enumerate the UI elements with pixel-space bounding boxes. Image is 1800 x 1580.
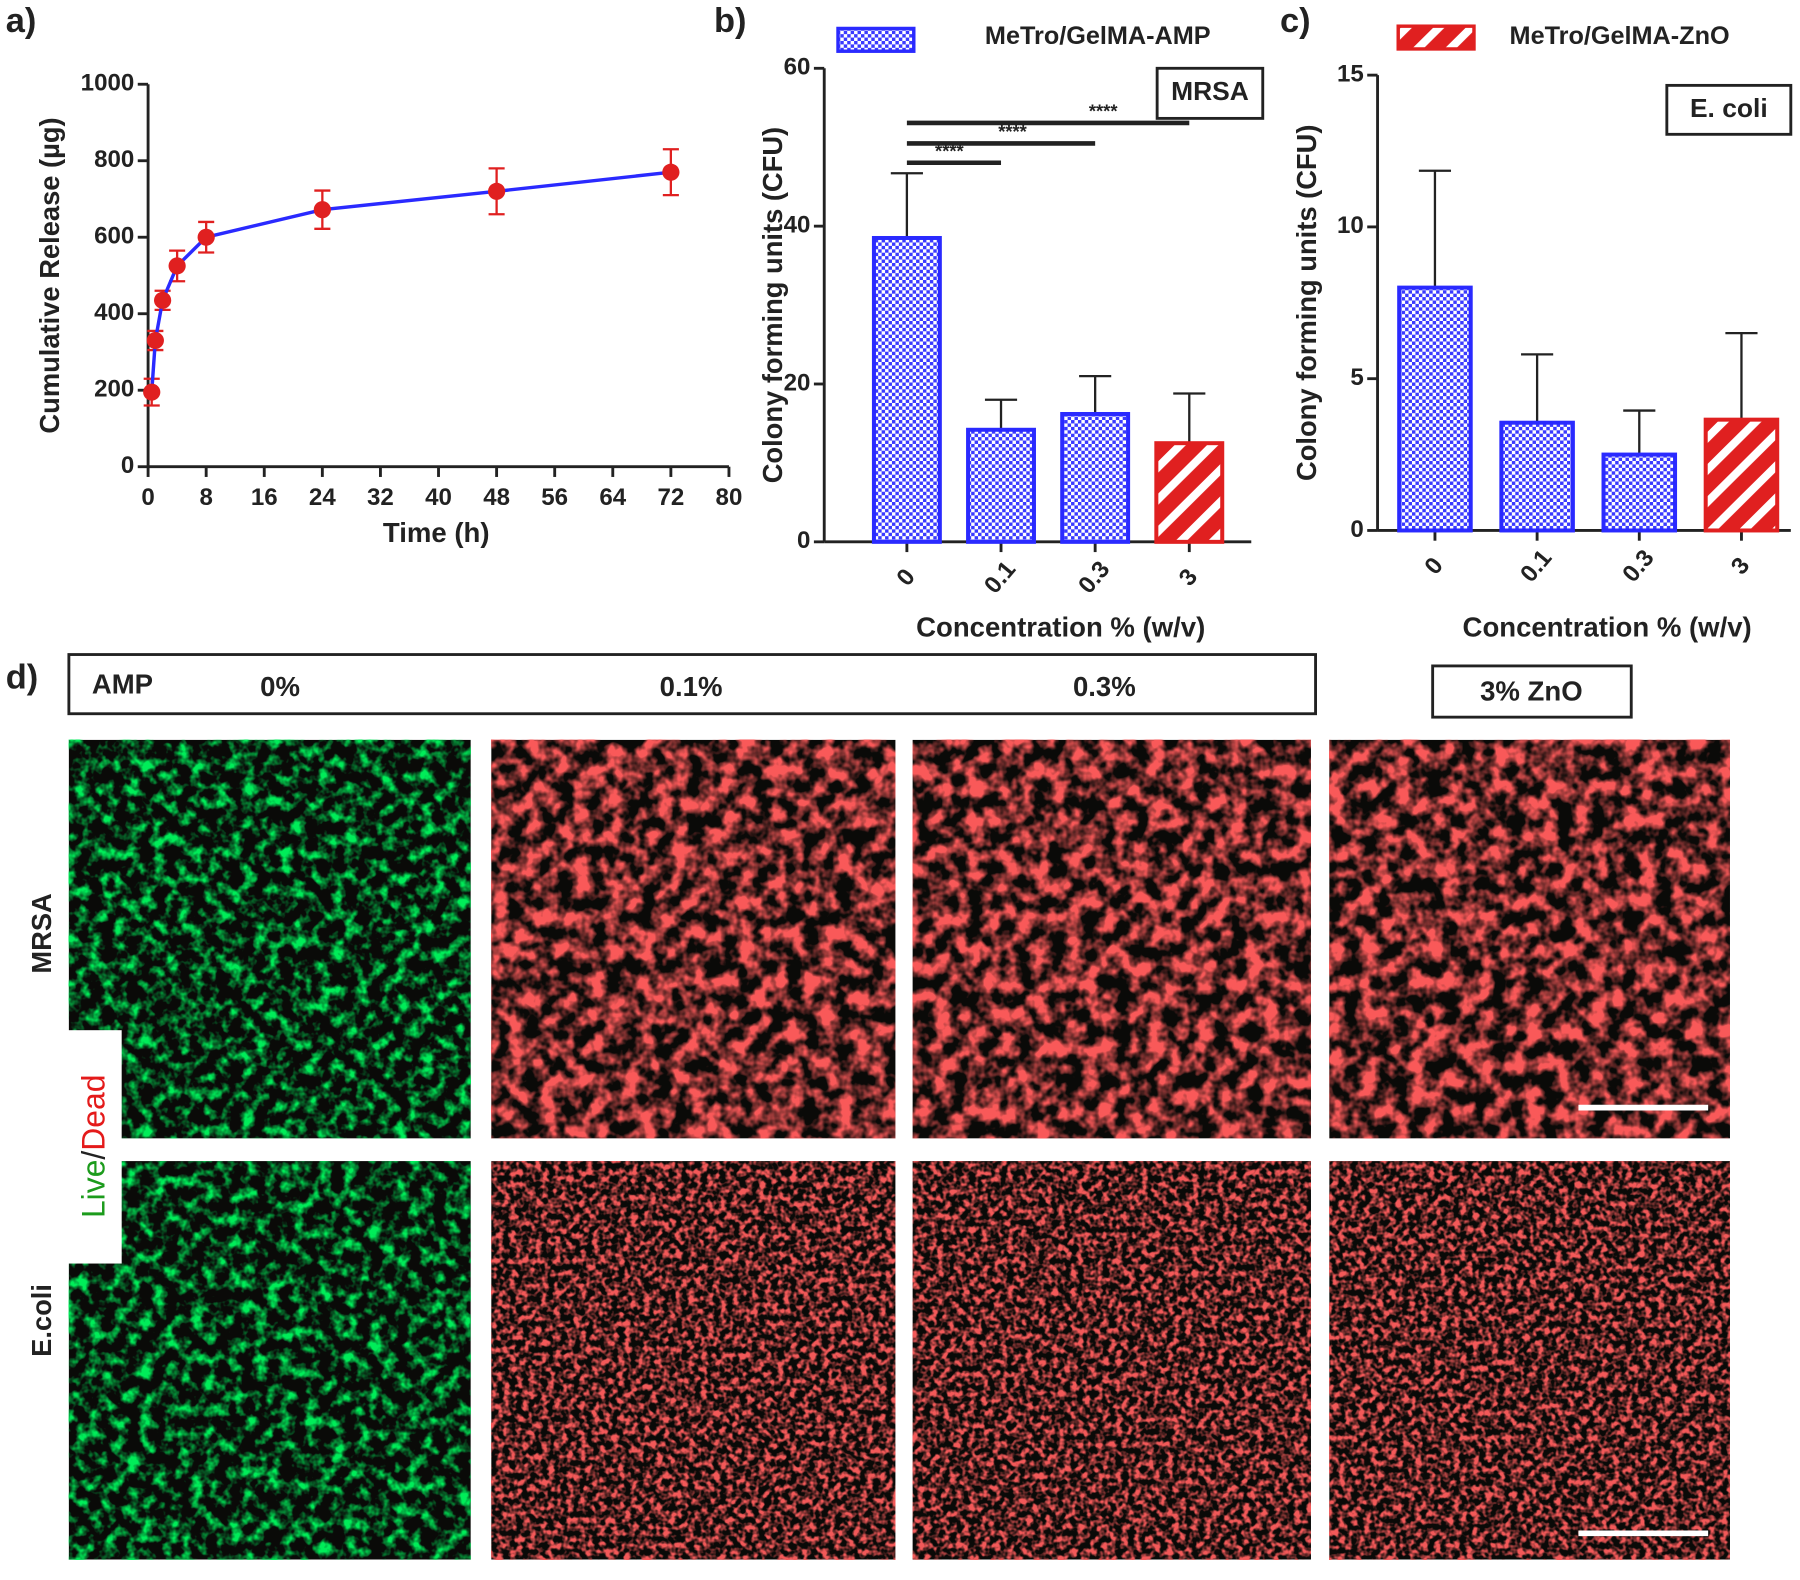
micrograph: [912, 739, 1311, 1139]
y-tick-label: 400: [94, 299, 134, 326]
stain-box: [66, 1030, 122, 1264]
marker: [143, 383, 161, 401]
x-axis-label: Concentration % (w/v): [916, 612, 1205, 643]
panel-label: a): [6, 2, 37, 40]
zno-box: [1431, 664, 1633, 719]
marker: [487, 182, 506, 200]
stain-part: Live: [76, 1160, 112, 1218]
bar: [1703, 417, 1780, 533]
y-tick-label: 40: [784, 212, 811, 239]
y-tick-label: 1000: [81, 70, 135, 97]
header-box: [67, 653, 1317, 716]
header-label: 0%: [260, 671, 300, 702]
x-axis-label: Concentration % (w/v): [1463, 612, 1752, 643]
legend-swatch: [1396, 24, 1476, 51]
micrograph: [68, 1161, 471, 1560]
x-tick-label: 3: [1174, 564, 1203, 591]
panel-label: c): [1280, 2, 1311, 40]
bar: [966, 427, 1036, 544]
bar: [871, 235, 942, 544]
y-tick-label: 0: [797, 527, 810, 554]
y-axis-label: Cumulative Release (µg): [34, 117, 65, 433]
x-tick-label: 0.3: [1617, 545, 1659, 588]
x-tick-label: 72: [657, 484, 684, 511]
annotation: MRSA: [1171, 76, 1249, 106]
y-tick-label: 800: [94, 146, 134, 173]
y-tick-label: 600: [94, 223, 134, 250]
annotation: E. coli: [1690, 93, 1768, 123]
x-tick-label: 8: [199, 484, 212, 511]
x-tick-label: 56: [541, 484, 568, 511]
y-tick-label: 10: [1337, 212, 1364, 239]
y-tick-label: 0: [121, 452, 134, 479]
zno-label: 3% ZnO: [1480, 676, 1583, 707]
micrograph: [1329, 739, 1730, 1139]
x-tick-label: 16: [251, 484, 278, 511]
marker: [168, 257, 186, 275]
micrograph: [491, 739, 896, 1139]
marker: [662, 163, 680, 181]
x-tick-label: 80: [716, 484, 743, 511]
x-tick-label: 0.1: [1515, 545, 1557, 588]
x-tick-label: 0.1: [979, 556, 1021, 599]
y-axis-label: Colony forming units (CFU): [757, 127, 788, 483]
y-tick-label: 200: [94, 376, 134, 403]
stain-label: Live/Dead: [76, 1075, 112, 1218]
x-tick-label: 32: [367, 484, 394, 511]
stain-part: Dead: [76, 1075, 112, 1151]
micrograph: [491, 1161, 896, 1560]
y-tick-label: 20: [784, 369, 811, 396]
legend-swatch: [836, 26, 916, 53]
bar: [1154, 441, 1225, 544]
marker: [146, 331, 164, 350]
panel-label: d): [6, 659, 38, 697]
x-tick-label: 24: [309, 484, 336, 511]
row-label: E.coli: [26, 1284, 57, 1357]
x-tick-label: 0: [141, 484, 154, 511]
stain-part: /: [76, 1151, 112, 1160]
x-tick-label: 3: [1726, 552, 1755, 579]
x-tick-label: 48: [483, 484, 510, 511]
bar: [1397, 285, 1473, 533]
bar: [1601, 452, 1678, 533]
x-tick-label: 64: [599, 484, 626, 511]
row-label: MRSA: [26, 893, 57, 974]
legend-label: MeTro/GelMA-ZnO: [1510, 22, 1730, 50]
annotation-box: [1155, 66, 1265, 120]
micrograph: [1329, 1161, 1730, 1560]
x-tick-label: 40: [425, 484, 452, 511]
header-label: AMP: [92, 669, 153, 700]
bar: [1060, 411, 1131, 544]
y-tick-label: 0: [1350, 516, 1363, 543]
header-label: 0.1%: [660, 671, 723, 702]
y-axis-label: Colony forming units (CFU): [1291, 125, 1322, 481]
line: [149, 170, 672, 393]
micrograph-panel: d) AMP 0% 0.1% 0.3% 3% ZnO MRSA E.coli: [6, 653, 1633, 1357]
significance-label: ****: [998, 121, 1027, 142]
marker: [313, 201, 331, 219]
x-tick-label: 0.3: [1073, 556, 1115, 599]
y-tick-label: 15: [1337, 61, 1364, 88]
y-tick-label: 60: [784, 54, 811, 81]
marker: [197, 228, 215, 246]
bar: [1499, 420, 1575, 533]
x-tick-label: 0: [1419, 552, 1448, 579]
marker: [153, 291, 172, 309]
y-tick-label: 5: [1350, 364, 1363, 391]
annotation-box: [1665, 83, 1793, 136]
header-label: 0.3%: [1073, 671, 1136, 702]
x-axis-label: Time (h): [383, 517, 490, 548]
micrograph: [912, 1161, 1311, 1560]
significance-label: ****: [1089, 101, 1118, 122]
legend-label: MeTro/GelMA-AMP: [985, 22, 1211, 50]
x-tick-label: 0: [891, 564, 920, 591]
micrograph: [68, 739, 471, 1139]
panel-label: b): [714, 2, 746, 40]
